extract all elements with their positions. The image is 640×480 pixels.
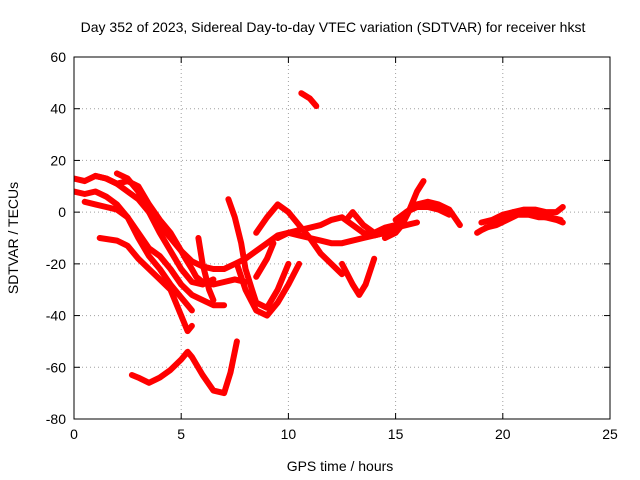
y-tick-label: 20 [50, 152, 66, 168]
series-arc13 [298, 90, 320, 110]
series-arc10 [253, 201, 345, 278]
series-arc17 [381, 178, 427, 241]
x-tick-label: 15 [388, 426, 404, 442]
series-arc8 [195, 235, 217, 304]
series-arc6 [113, 170, 217, 288]
y-tick-label: 0 [58, 204, 66, 220]
x-tick-label: 0 [70, 426, 78, 442]
series-layer [74, 90, 566, 397]
series-arc5 [128, 338, 240, 397]
y-tick-label: -60 [46, 359, 66, 375]
series-arc21 [482, 211, 564, 231]
ticks: 0 5 10 15 20 25 -80 -60 -40 -20 0 20 40 60 [46, 49, 618, 442]
y-tick-label: 60 [50, 49, 66, 65]
x-tick-label: 25 [602, 426, 618, 442]
x-tick-label: 5 [177, 426, 185, 442]
y-tick-label: -80 [46, 411, 66, 427]
plot-frame [73, 56, 611, 420]
x-axis-label: GPS time / hours [287, 458, 394, 474]
y-tick-label: -40 [46, 308, 66, 324]
x-tick-label: 20 [495, 426, 511, 442]
y-tick-label: -20 [46, 256, 66, 272]
series-arc15 [339, 255, 378, 298]
x-tick-label: 10 [281, 426, 297, 442]
chart-title: Day 352 of 2023, Sidereal Day-to-day VTE… [81, 19, 586, 35]
series-arc9 [225, 196, 292, 311]
series-arc20 [478, 204, 566, 226]
series-arc12 [253, 240, 277, 280]
y-tick-label: 40 [50, 101, 66, 117]
series-arc3 [81, 198, 228, 309]
series-arc11 [233, 260, 303, 319]
series-arc18 [392, 204, 453, 223]
y-axis-label: SDTVAR / TECUs [5, 182, 21, 294]
series-arc4 [96, 235, 195, 335]
